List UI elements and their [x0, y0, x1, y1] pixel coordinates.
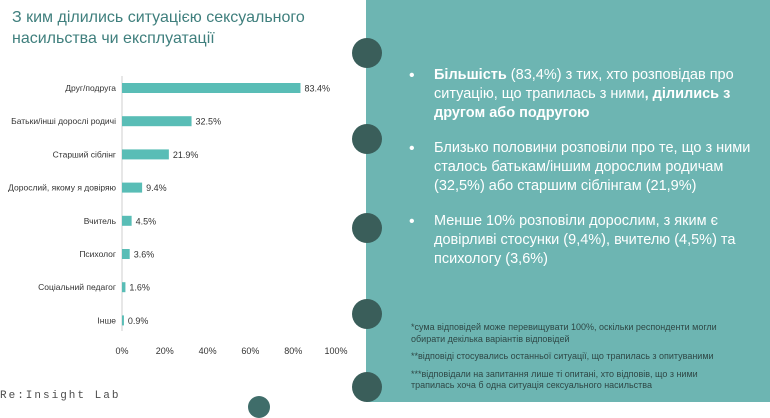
- value-label: 9.4%: [146, 183, 167, 193]
- bar: [122, 83, 301, 93]
- chart-panel: З ким ділились ситуацією сексуального на…: [0, 0, 366, 418]
- bullet-text: Менше 10% розповіли дорослим, з яким є д…: [434, 213, 736, 267]
- page-title: З ким ділились ситуацією сексуального на…: [12, 7, 352, 49]
- category-label: Старший сіблінг: [53, 149, 116, 159]
- summary-bullet: Близько половини розповіли про те, що з …: [409, 139, 759, 196]
- title-line-2: насильства чи експлуатації: [12, 30, 215, 47]
- decorative-dot: [352, 372, 382, 402]
- footnote: **відповіді стосувались останньої ситуац…: [411, 351, 714, 361]
- decorative-dot: [352, 299, 382, 329]
- category-label: Друг/подруга: [65, 83, 116, 93]
- bar: [122, 315, 124, 326]
- bar: [122, 282, 126, 293]
- category-label: Вчитель: [84, 216, 117, 226]
- bar: [122, 116, 192, 127]
- bar: [122, 215, 132, 226]
- footnote: *сума відповідей може перевищувати 100%,…: [411, 322, 717, 344]
- category-label: Батьки/інші дорослі родичі: [11, 116, 116, 126]
- value-label: 0.9%: [128, 316, 149, 326]
- decorative-dot: [352, 213, 382, 243]
- decorative-dot: [352, 38, 382, 68]
- bullet-bold-text: , ділились з другом або подругою: [434, 86, 731, 121]
- category-label: Інше: [97, 315, 116, 325]
- category-label: Дорослий, якому я довіряю: [8, 183, 116, 193]
- x-tick-label: 20%: [156, 346, 174, 356]
- bullet-text: Близько половини розповіли про те, що з …: [434, 140, 751, 194]
- decorative-dot: [352, 124, 382, 154]
- value-label: 21.9%: [173, 150, 199, 160]
- decorative-circle: [248, 396, 270, 418]
- category-label: Психолог: [79, 249, 116, 259]
- x-tick-label: 0%: [115, 346, 128, 356]
- bullet-text: (83,4%) з тих, хто розповідав про ситуац…: [434, 67, 734, 102]
- value-label: 32.5%: [196, 117, 222, 127]
- value-label: 3.6%: [134, 250, 155, 260]
- bullet-bold-text: Більшість: [434, 67, 507, 83]
- summary-bullet: Менше 10% розповіли дорослим, з яким є д…: [409, 212, 759, 269]
- bar: [122, 249, 130, 259]
- summary-bullets: Більшість (83,4%) з тих, хто розповідав …: [409, 66, 759, 285]
- x-tick-label: 40%: [199, 346, 217, 356]
- footnote: ***відповідали на запитання лише ті опит…: [411, 368, 698, 391]
- title-line-1: З ким ділились ситуацією сексуального: [12, 9, 305, 26]
- x-tick-label: 100%: [324, 346, 347, 356]
- summary-bullet: Більшість (83,4%) з тих, хто розповідав …: [409, 66, 759, 123]
- footnotes: *сума відповідей може перевищувати 100%,…: [411, 322, 731, 398]
- logo-text: Re:Insight Lab: [0, 390, 121, 402]
- bar: [122, 182, 143, 193]
- x-tick-label: 60%: [241, 346, 259, 356]
- category-label: Соціальний педагог: [38, 282, 116, 292]
- value-label: 83.4%: [304, 84, 330, 94]
- bar: [122, 149, 169, 160]
- bar-chart: Друг/подруга 83.4% Батьки/інші дорослі род…: [8, 76, 348, 356]
- x-tick-label: 80%: [284, 346, 302, 356]
- value-label: 1.6%: [129, 283, 150, 293]
- value-label: 4.5%: [136, 216, 157, 226]
